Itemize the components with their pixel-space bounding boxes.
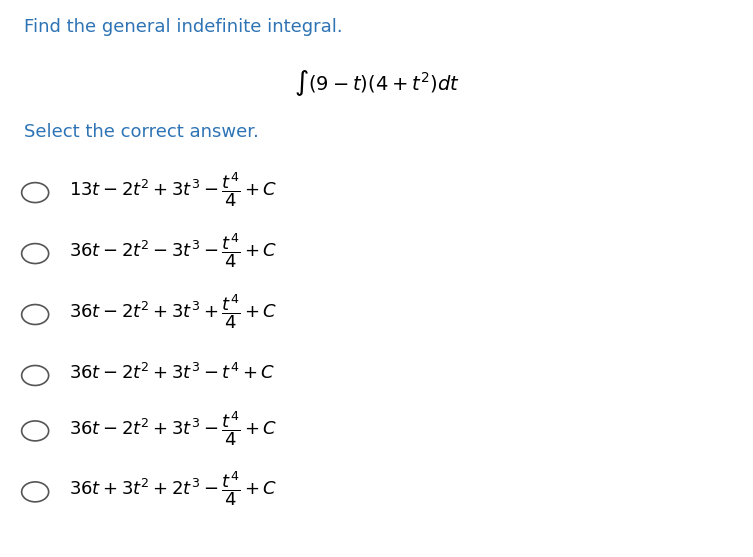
Text: $36t - 2t^2 + 3t^3 - \dfrac{t^4}{4} + C$: $36t - 2t^2 + 3t^3 - \dfrac{t^4}{4} + C$: [69, 409, 277, 447]
Text: $36t - 2t^2 - 3t^3 - \dfrac{t^4}{4} + C$: $36t - 2t^2 - 3t^3 - \dfrac{t^4}{4} + C$: [69, 231, 277, 270]
Text: Select the correct answer.: Select the correct answer.: [24, 123, 259, 141]
Text: $36t + 3t^2 + 2t^3 - \dfrac{t^4}{4} + C$: $36t + 3t^2 + 2t^3 - \dfrac{t^4}{4} + C$: [69, 470, 277, 509]
Text: $13t - 2t^2 + 3t^3 - \dfrac{t^4}{4} + C$: $13t - 2t^2 + 3t^3 - \dfrac{t^4}{4} + C$: [69, 170, 277, 209]
Text: $36t - 2t^2 + 3t^3 + \dfrac{t^4}{4} + C$: $36t - 2t^2 + 3t^3 + \dfrac{t^4}{4} + C$: [69, 292, 277, 331]
Text: $36t - 2t^2 + 3t^3 - t^4 + C$: $36t - 2t^2 + 3t^3 - t^4 + C$: [69, 363, 275, 383]
Text: Find the general indefinite integral.: Find the general indefinite integral.: [24, 18, 343, 36]
Text: $\int (9 - t)\left(4 + t^2\right)dt$: $\int (9 - t)\left(4 + t^2\right)dt$: [294, 68, 459, 98]
